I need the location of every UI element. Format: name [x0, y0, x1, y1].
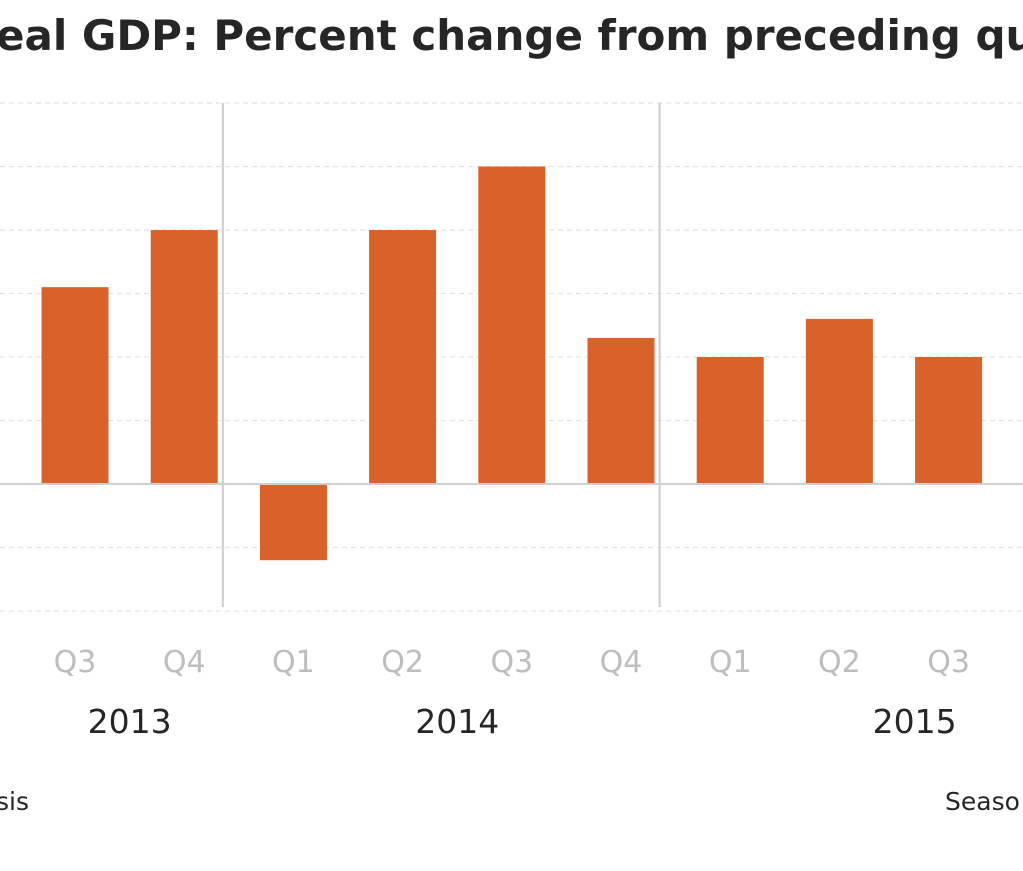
x-tick-labels: Q3 Q4 Q1 Q2 Q3 Q4 Q1 Q2 Q3 — [54, 645, 970, 680]
x-tick-label: Q3 — [927, 645, 970, 680]
bar — [915, 357, 983, 484]
x-tick-label: Q4 — [163, 645, 206, 680]
bar — [150, 230, 218, 484]
x-tick-label: Q2 — [818, 645, 861, 680]
bar — [478, 166, 546, 484]
bar — [696, 357, 764, 484]
year-label: 2013 — [88, 702, 172, 741]
bar — [805, 318, 873, 484]
bars — [41, 166, 983, 561]
year-label: 2015 — [873, 702, 957, 741]
footnote-right: Seaso — [945, 787, 1020, 816]
x-tick-label: Q3 — [54, 645, 97, 680]
bar — [587, 337, 655, 484]
x-tick-label: Q4 — [600, 645, 643, 680]
x-tick-label: Q2 — [381, 645, 424, 680]
x-tick-label: Q1 — [709, 645, 752, 680]
footnote-left: sis — [0, 787, 29, 816]
x-tick-label: Q1 — [272, 645, 315, 680]
year-label: 2014 — [415, 702, 499, 741]
bar — [259, 484, 327, 561]
year-labels: 2013 2014 2015 — [88, 702, 957, 741]
bar — [369, 230, 437, 484]
bar — [41, 287, 109, 484]
chart-title: eal GDP: Percent change from preceding q… — [0, 11, 1023, 60]
year-separators — [221, 103, 661, 607]
x-tick-label: Q3 — [490, 645, 533, 680]
